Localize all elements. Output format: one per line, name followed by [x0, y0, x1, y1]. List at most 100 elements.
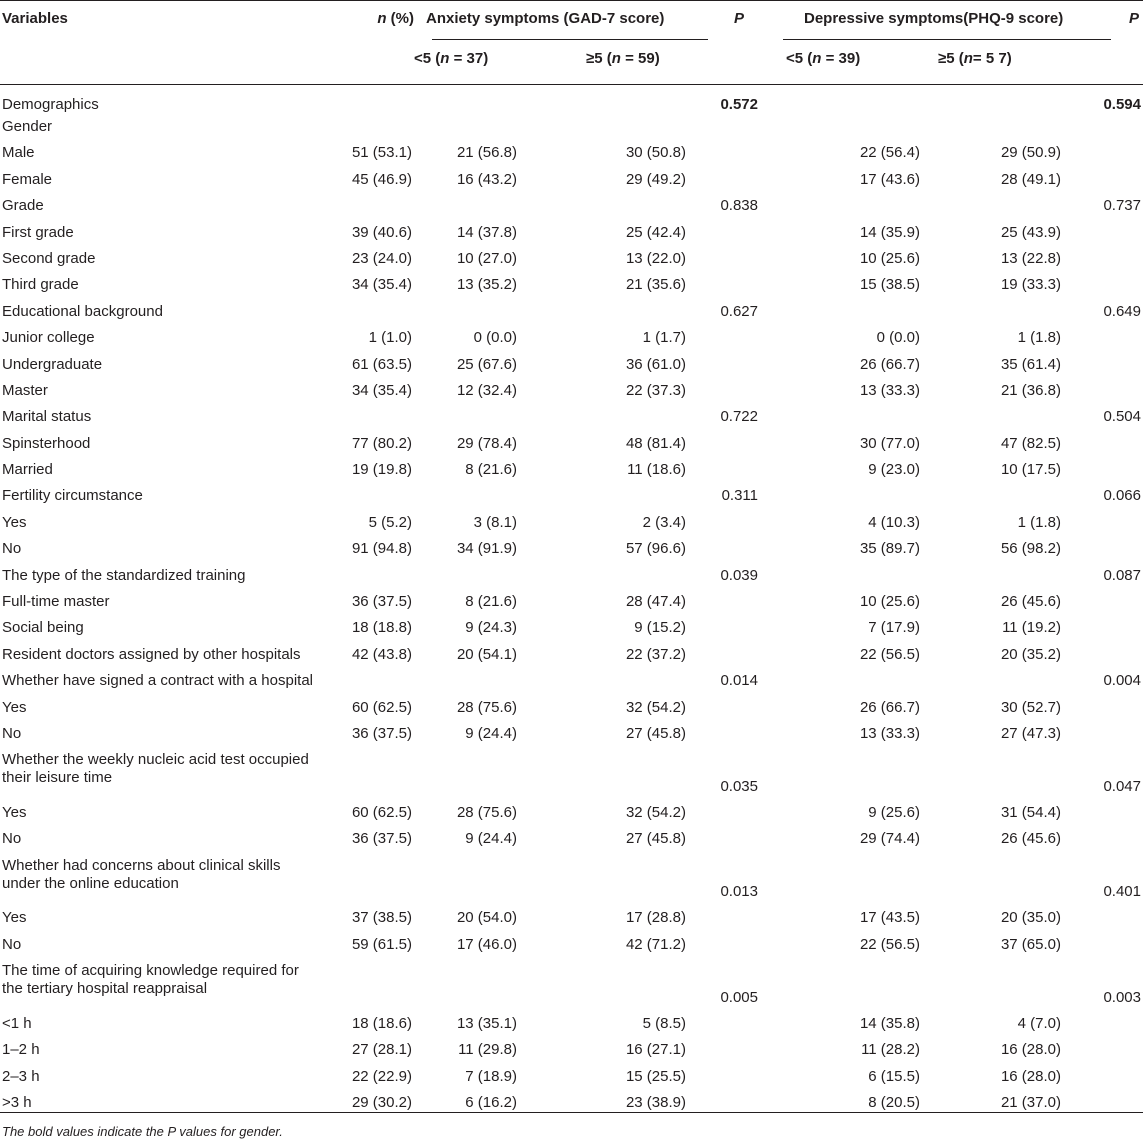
table-row: Third grade 34 (35.4) 13 (35.2) 21 (35.6) 15…: [0, 272, 1143, 298]
cell-d1: [770, 193, 920, 219]
cell-p2: [1077, 325, 1143, 351]
cell-p2: [1077, 800, 1143, 826]
cell-p1: [686, 325, 770, 351]
cell-p1: [686, 457, 770, 483]
cell-a2: [519, 193, 686, 219]
cell-p2: 0.003: [1103, 988, 1141, 1006]
cell-label: <1 h: [2, 1014, 32, 1032]
cell-d2: 4 (7.0): [1017, 1014, 1061, 1032]
cell-label: Third grade: [2, 276, 79, 294]
cell-a2: 42 (71.2): [625, 935, 686, 953]
cell-d2: 56 (98.2): [1000, 540, 1061, 558]
header-n-pct: n (%): [377, 10, 414, 27]
cell-a2: 1 (1.7): [642, 329, 686, 347]
cell-label: No: [2, 540, 22, 558]
cell-n: 39 (40.6): [351, 223, 412, 241]
table-row: No 36 (37.5) 9 (24.4) 27 (45.8) 13 (33.3) 27 …: [0, 721, 1143, 747]
cell-a1: [414, 563, 519, 589]
cell-d1: [770, 668, 920, 694]
cell-d2: 26 (45.6): [1000, 593, 1061, 611]
cell-p2: [1077, 695, 1143, 721]
table-row: Yes 60 (62.5) 28 (75.6) 32 (54.2) 26 (66.7) 3…: [0, 695, 1143, 721]
cell-d2: [920, 853, 1077, 906]
cell-label: >3 h: [2, 1093, 32, 1111]
cell-a2: 23 (38.9): [625, 1093, 686, 1111]
cell-a2: 22 (37.2): [625, 645, 686, 663]
cell-a1: 10 (27.0): [456, 249, 517, 267]
cell-a1: [414, 668, 519, 694]
cell-d2: 37 (65.0): [1000, 935, 1061, 953]
cell-d1: 11 (28.2): [861, 1041, 920, 1059]
cell-d2: 16 (28.0): [1000, 1041, 1061, 1059]
cell-d2: 13 (22.8): [1000, 249, 1061, 267]
cell-p1: [686, 800, 770, 826]
table-row: Female 45 (46.9) 16 (43.2) 29 (49.2) 17 (43.…: [0, 167, 1143, 193]
cell-label: Gender: [2, 118, 53, 135]
cell-a2: 5 (8.5): [642, 1014, 686, 1032]
cell-d1: 14 (35.8): [859, 1014, 920, 1032]
cell-p1: 0.013: [720, 883, 758, 901]
cell-d1: 15 (38.5): [859, 276, 920, 294]
cell-n: 60 (62.5): [351, 698, 412, 716]
cell-d1: 8 (20.5): [868, 1093, 920, 1111]
cell-d2: 21 (36.8): [1000, 381, 1061, 399]
cell-a2: [519, 563, 686, 589]
cell-p2: [1077, 1037, 1143, 1063]
cell-n: 60 (62.5): [351, 803, 412, 821]
cell-p2: [1077, 615, 1143, 641]
cell-a1: [414, 958, 519, 1011]
table-row: Full-time master 36 (37.5) 8 (21.6) 28 (47.…: [0, 589, 1143, 615]
cell-d1: 10 (25.6): [859, 249, 920, 267]
cell-p1: [686, 167, 770, 193]
cell-p2: [1077, 431, 1143, 457]
cell-a1: [414, 853, 519, 906]
cell-d1: 10 (25.6): [859, 593, 920, 611]
cell-a1: [414, 483, 519, 509]
cell-d1: 22 (56.5): [859, 935, 920, 953]
cell-n: 1 (1.0): [368, 329, 412, 347]
header-depression-group: Depressive symptoms(PHQ-9 score): [804, 10, 1064, 27]
cell-p1: 0.039: [720, 566, 758, 584]
cell-label: Grade: [2, 197, 44, 215]
cell-n: 34 (35.4): [351, 276, 412, 294]
cell-a2: 16 (27.1): [625, 1041, 686, 1059]
header-bottom-rule: [0, 84, 1143, 85]
cell-d1: [770, 299, 920, 325]
table-body: Demographics 0.572 0.594 Gender Male 51 (53.1…: [0, 86, 1143, 1116]
cell-p1: 0.014: [720, 672, 758, 690]
cell-p1: 0.627: [720, 302, 758, 320]
cell-p2: [1077, 510, 1143, 536]
cell-a2: 57 (96.6): [625, 540, 686, 558]
table-header: Variables n (%) Anxiety symptoms (GAD-7 …: [0, 0, 1143, 86]
cell-n: [320, 668, 414, 694]
cell-a2: 29 (49.2): [625, 170, 686, 188]
cell-p1: 0.005: [720, 988, 758, 1006]
cell-n: 36 (37.5): [351, 724, 412, 742]
cell-a1: [414, 86, 519, 114]
cell-label: Full-time master: [2, 593, 110, 611]
cell-p1: [686, 378, 770, 404]
cell-a1: 7 (18.9): [465, 1067, 517, 1085]
cell-d1: 0 (0.0): [876, 329, 920, 347]
cell-a2: [519, 299, 686, 325]
table-row: No 36 (37.5) 9 (24.4) 27 (45.8) 29 (74.4) 26 …: [0, 826, 1143, 852]
cell-a1: 16 (43.2): [456, 170, 517, 188]
table-row: Marital status 0.722 0.504: [0, 404, 1143, 430]
cell-d1: 13 (33.3): [859, 381, 920, 399]
cell-d1: [770, 958, 920, 1011]
cell-label: Whether have signed a contract with a ho…: [2, 672, 314, 690]
cell-p1: [686, 695, 770, 721]
cell-p2: 0.649: [1103, 302, 1141, 320]
cell-d2: 20 (35.0): [1000, 909, 1061, 927]
cell-a1: 9 (24.4): [465, 724, 517, 742]
cell-p2: [1077, 167, 1143, 193]
cell-p2: [1077, 1064, 1143, 1090]
cell-a1: 28 (75.6): [456, 803, 517, 821]
cell-n: 19 (19.8): [351, 461, 412, 479]
cell-label: Whether had concerns about clinical skil…: [2, 856, 281, 892]
cell-a2: [519, 114, 686, 140]
table-row: Second grade 23 (24.0) 10 (27.0) 13 (22.0) 1…: [0, 246, 1143, 272]
cell-a1: [414, 747, 519, 800]
cell-n: 18 (18.6): [351, 1014, 412, 1032]
cell-p1: [686, 536, 770, 562]
